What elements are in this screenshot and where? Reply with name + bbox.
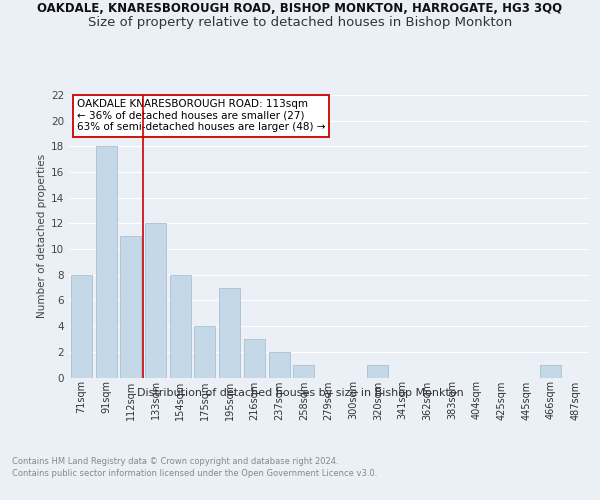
Bar [170, 275, 191, 378]
Bar [120, 236, 141, 378]
Y-axis label: Number of detached properties: Number of detached properties [37, 154, 47, 318]
Bar [244, 339, 265, 378]
Bar [145, 224, 166, 378]
Text: OAKDALE, KNARESBOROUGH ROAD, BISHOP MONKTON, HARROGATE, HG3 3QQ: OAKDALE, KNARESBOROUGH ROAD, BISHOP MONK… [37, 2, 563, 16]
Bar [367, 364, 388, 378]
Bar [219, 288, 240, 378]
Bar [293, 364, 314, 378]
Bar [269, 352, 290, 378]
Bar [541, 364, 562, 378]
Bar [71, 275, 92, 378]
Text: OAKDALE KNARESBOROUGH ROAD: 113sqm
← 36% of detached houses are smaller (27)
63%: OAKDALE KNARESBOROUGH ROAD: 113sqm ← 36%… [77, 99, 325, 132]
Text: Contains HM Land Registry data © Crown copyright and database right 2024.
Contai: Contains HM Land Registry data © Crown c… [12, 458, 377, 478]
Bar [95, 146, 116, 378]
Text: Distribution of detached houses by size in Bishop Monkton: Distribution of detached houses by size … [137, 388, 463, 398]
Bar [194, 326, 215, 378]
Text: Size of property relative to detached houses in Bishop Monkton: Size of property relative to detached ho… [88, 16, 512, 29]
